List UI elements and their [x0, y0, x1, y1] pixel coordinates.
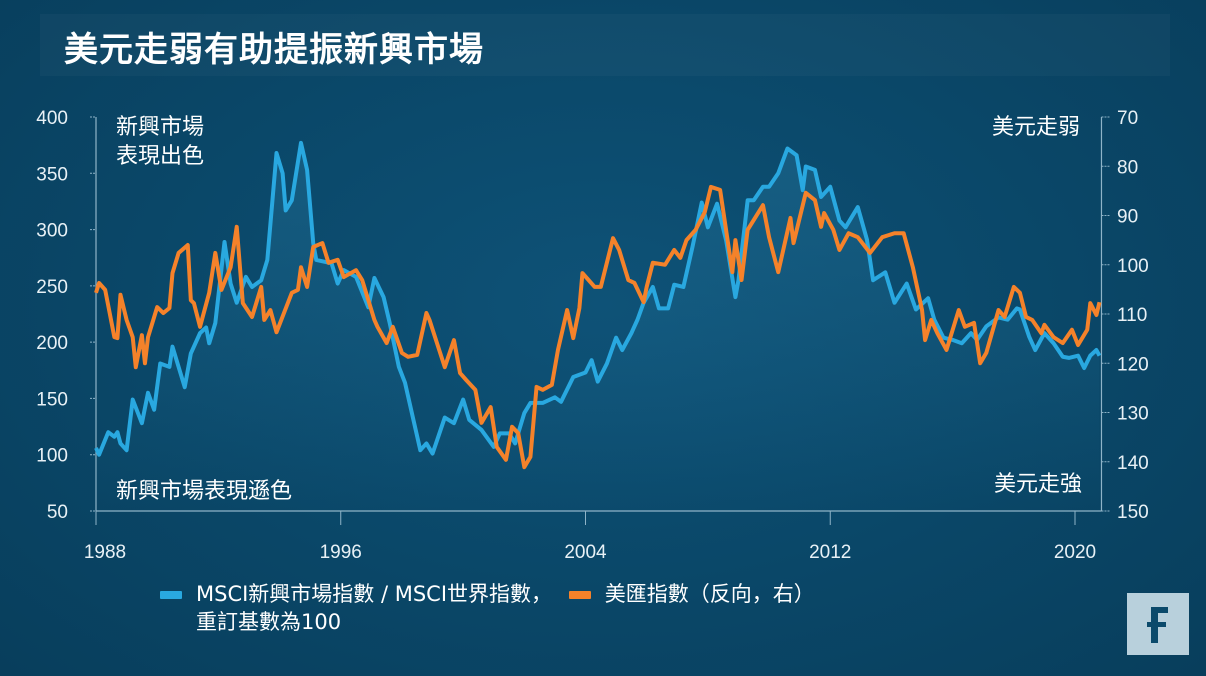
y-tick-label: 200 — [36, 333, 68, 354]
logo-f-icon — [1147, 607, 1168, 643]
brand-logo — [1127, 593, 1189, 655]
legend-label-blue-line2: 重訂基數為100 — [196, 610, 342, 634]
annotation-em-outperform-line2: 表現出色 — [116, 144, 204, 169]
blue-series-area — [96, 142, 1100, 512]
legend-swatch-blue — [160, 591, 182, 599]
x-tick-label: 2004 — [564, 542, 607, 563]
y-tick-label: 100 — [36, 446, 68, 467]
y2-tick-label: 80 — [1117, 157, 1138, 178]
y-tick-label: 150 — [36, 389, 68, 410]
legend-label-blue: MSCI新興市場指數 / MSCI世界指數， — [196, 582, 553, 606]
y-tick-label: 50 — [47, 502, 68, 523]
series-line-usd-index-inverted — [94, 184, 1102, 470]
annotation-em-outperform-line1: 新興市場 — [116, 115, 204, 140]
y2-tick-label: 70 — [1117, 108, 1138, 129]
y2-tick-label: 120 — [1117, 354, 1149, 375]
y2-tick-label: 140 — [1117, 453, 1149, 474]
y2-tick-label: 100 — [1117, 256, 1149, 277]
y-tick-label: 250 — [36, 277, 68, 298]
x-tick-label: 2012 — [809, 542, 851, 563]
x-tick-label: 1996 — [320, 542, 362, 563]
y2-tick-label: 130 — [1117, 404, 1149, 425]
legend: MSCI新興市場指數 / MSCI世界指數， 美匯指數（反向，右） 重訂基數為1… — [160, 580, 815, 636]
annotation-em-underperform: 新興市場表現遜色 — [116, 479, 292, 504]
chart-title: 美元走弱有助提振新興市場 — [64, 30, 484, 70]
legend-swatch-orange — [568, 591, 591, 599]
x-tick-label: 2020 — [1054, 542, 1096, 563]
y2-tick-label: 110 — [1117, 305, 1147, 326]
x-tick-label: 1988 — [84, 542, 126, 563]
legend-row-1: MSCI新興市場指數 / MSCI世界指數， 美匯指數（反向，右） — [160, 580, 815, 608]
y2-tick-label: 90 — [1117, 207, 1138, 228]
series-line-msci-ratio — [94, 140, 1102, 457]
y2-tick-label: 150 — [1117, 502, 1149, 523]
y-tick-label: 350 — [36, 164, 68, 185]
annotation-usd-strong: 美元走強 — [994, 472, 1082, 497]
y-tick-label: 400 — [36, 108, 68, 129]
y-tick-label: 300 — [36, 221, 68, 242]
legend-label-orange: 美匯指數（反向，右） — [604, 582, 815, 606]
annotation-usd-weak: 美元走弱 — [992, 115, 1080, 140]
